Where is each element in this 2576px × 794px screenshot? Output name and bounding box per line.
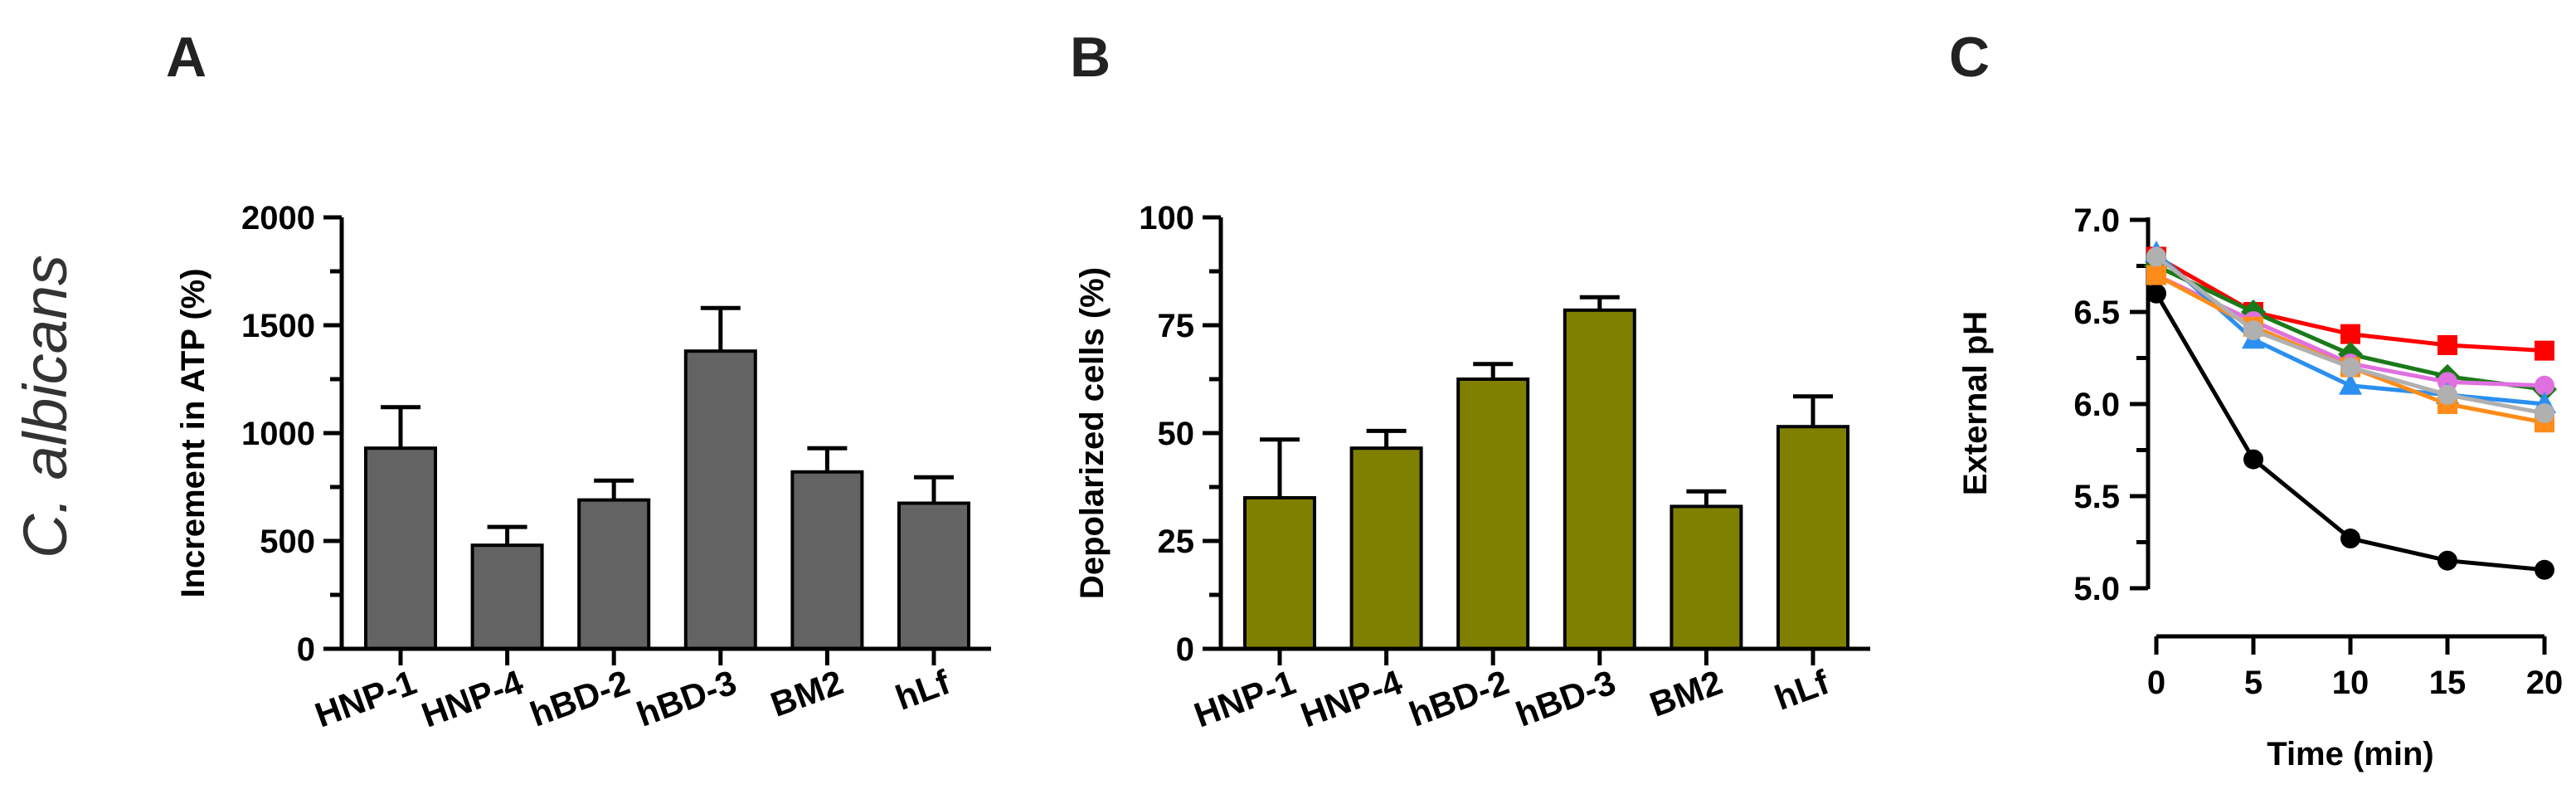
bar-hbd-3 [683,349,757,650]
bar-hlf [1776,425,1849,650]
x-tick-label: HNP-1 [1189,662,1301,734]
data-point-gray [2146,246,2166,267]
bar-hnp-1 [1243,496,1316,650]
panel-letter-a: A [166,26,207,89]
bar-hnp-4 [1349,446,1423,651]
x-tick-label: 20 [2526,665,2564,701]
chart-c-xlabel: Time (min) [2267,736,2434,772]
y-tick-label: 6.5 [2073,295,2120,331]
bar-hlf [897,501,970,650]
bar-hnp-4 [470,543,544,651]
chart-a-ylabel: Increment in ATP (%) [175,268,211,597]
data-point-red [2437,334,2457,355]
bar-hbd-2 [1456,378,1530,650]
panel-letter-b: B [1070,26,1111,89]
data-point-magenta [2535,375,2554,396]
data-point-black [2146,283,2166,304]
data-point-gray [2535,403,2554,424]
chart-c: 5.0 5.5 6.0 6.5 7.0 0 5 10 15 20 Time (min) Exter… [1957,202,2563,772]
x-tick-label: BM2 [766,662,848,723]
y-tick-label: 5.5 [2073,479,2120,515]
x-tick-label: hBD-2 [525,662,634,733]
x-tick-label: hBD-3 [632,662,741,733]
y-tick-label: 0 [297,631,315,668]
y-tick-label: 5.0 [2073,571,2120,607]
bar-hbd-3 [1563,308,1636,650]
x-tick-label: HNP-4 [1295,662,1407,734]
chart-c-ylabel: External pH [1957,311,1994,495]
y-tick-label: 1000 [241,416,315,452]
bar-hnp-1 [364,446,437,651]
y-tick-label: 2000 [241,200,315,236]
x-tick-label: 5 [2244,665,2263,701]
y-tick-label: 50 [1158,416,1195,452]
x-tick-label: 10 [2332,665,2369,701]
data-point-gray [2437,384,2457,405]
bar-bm2 [1670,504,1743,651]
data-point-black [2437,550,2457,571]
data-point-black [2535,559,2554,580]
x-tick-label: BM2 [1645,662,1727,723]
y-tick-label: 75 [1158,308,1195,344]
x-tick-label: 0 [2147,665,2165,701]
data-point-red [2535,340,2554,361]
data-point-gray [2243,320,2263,341]
x-tick-label: HNP-1 [310,662,422,734]
x-tick-label: hLf [891,662,955,718]
x-tick-label: HNP-4 [416,662,528,734]
y-tick-label: 6.0 [2073,387,2120,423]
data-point-black [2243,449,2263,470]
y-tick-label: 1500 [241,308,315,344]
y-tick-label: 500 [260,524,315,560]
y-tick-label: 0 [1176,631,1194,668]
y-tick-label: 100 [1139,200,1194,236]
x-tick-label: 15 [2429,665,2467,701]
bar-bm2 [790,470,864,650]
data-point-red [2340,324,2360,344]
x-tick-label: hBD-2 [1404,662,1514,733]
chart-b-ylabel: Depolarized cells (%) [1074,267,1111,599]
organism-label: C. albicans [11,255,80,558]
data-point-gray [2340,357,2360,378]
x-tick-label: hLf [1770,662,1835,718]
y-tick-label: 25 [1158,524,1195,560]
data-point-orange [2146,265,2166,285]
x-tick-label: hBD-3 [1511,662,1621,733]
data-point-blue [2339,373,2362,395]
bar-hbd-2 [577,498,651,650]
data-point-black [2340,529,2360,549]
y-tick-label: 7.0 [2073,202,2120,239]
panel-letter-c: C [1949,26,1990,89]
